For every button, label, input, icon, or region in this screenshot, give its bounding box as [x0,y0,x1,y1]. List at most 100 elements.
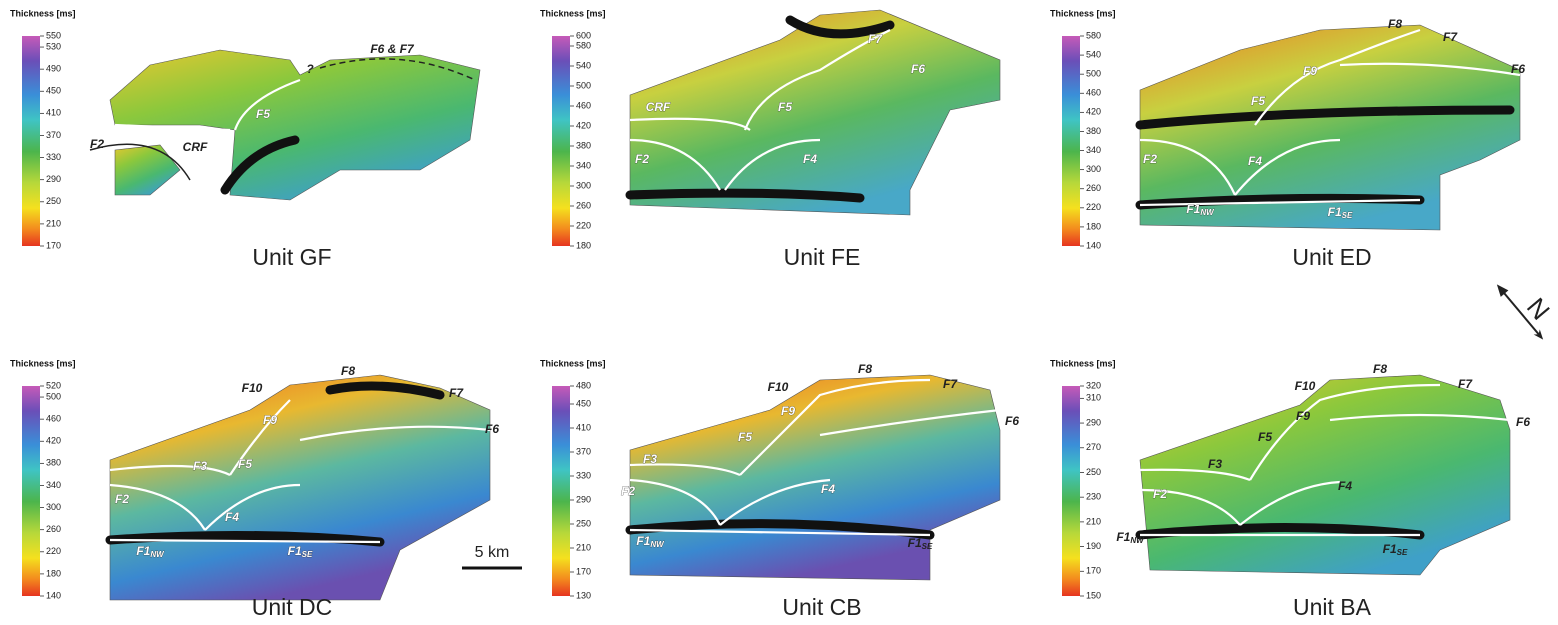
fault-label: F8 [1388,17,1402,31]
colorbar-tick-label: 500 [1086,69,1101,79]
fault-label-text: F5 [238,457,252,471]
colorbar [1062,36,1080,246]
fault-label: F5 [738,430,752,444]
colorbar-tick-label: 580 [1086,30,1101,40]
fault-label-text: F2 [635,152,649,166]
fault-label-text: F6 [911,62,925,76]
fault-label-sub: SE [302,550,313,559]
fault-label-text: F6 [1511,62,1525,76]
fault-label: F5 [256,107,270,121]
colorbar-tick-label: 460 [46,414,61,424]
fault-label: F4 [803,152,817,166]
map-area [630,10,1000,215]
fault-label: F9 [1303,64,1317,78]
fault-label: F2 [1153,487,1167,501]
fault-label: F5 [778,100,792,114]
colorbar-tick-label: 190 [1086,541,1101,551]
colorbar-tick-label: 130 [576,590,591,600]
unit-title: Unit FE [784,244,861,270]
map-area [110,375,490,600]
fault-label-sub: NW [150,550,165,559]
fault-label-text: F9 [1296,409,1310,423]
fault-label-text: F1 [636,534,650,548]
panel: Thickness [ms]55053049045041037033029025… [10,8,480,270]
fault-label-text: F4 [225,510,239,524]
fault-label-text: F5 [778,100,792,114]
fault-label: F4 [225,510,239,524]
colorbar-label: Thickness [ms] [1050,358,1116,368]
fault-label-text: CRF [183,140,208,154]
fault-label: F2 [115,492,129,506]
colorbar-tick-label: 290 [46,174,61,184]
map [630,10,1000,215]
colorbar-tick-label: 370 [46,130,61,140]
fault-label-text: F3 [193,459,207,473]
colorbar-tick-label: 580 [576,40,591,50]
colorbar-tick-label: 170 [576,566,591,576]
fault-label-text: F6 [1005,414,1019,428]
colorbar-tick-label: 330 [576,470,591,480]
fault-label-text: F8 [341,364,355,378]
map [1140,375,1510,575]
fault-label: F10 [1295,379,1316,393]
fault-label: F4 [1248,154,1262,168]
fault-label-text: F7 [943,377,958,391]
colorbar-tick-label: 420 [46,436,61,446]
colorbar-tick-label: 250 [46,196,61,206]
panel: Thickness [ms]48045041037033029025021017… [540,358,1019,620]
fault-label: F3 [193,459,207,473]
north-arrow: N [1493,264,1558,342]
colorbar [22,36,40,246]
colorbar-tick-label: 600 [576,30,591,40]
fault-label: F9 [1296,409,1310,423]
colorbar-tick-label: 140 [1086,240,1101,250]
colorbar-tick-label: 300 [576,180,591,190]
fault-label: F8 [858,362,872,376]
colorbar-tick-label: 170 [46,240,61,250]
panel: Thickness [ms]52050046042038034030026022… [10,358,499,620]
unit-title: Unit BA [1293,594,1372,620]
colorbar-tick-label: 170 [1086,566,1101,576]
fault-label: CRF [183,140,208,154]
fault-label: F9 [781,404,795,418]
fault-label-text: F6 [485,422,499,436]
colorbar-tick-label: 250 [1086,467,1101,477]
fault-label-text: F8 [858,362,872,376]
panel: Thickness [ms]58054050046042038034030026… [1050,8,1525,270]
fault-label: F7 [1443,30,1458,44]
fault-label-sub: NW [1200,208,1215,217]
colorbar-tick-label: 490 [46,64,61,74]
fault-label: F6 [1511,62,1525,76]
colorbar-tick-label: 460 [576,100,591,110]
colorbar-tick-label: 480 [576,380,591,390]
fault-label: F4 [1338,479,1352,493]
map-area [115,145,180,195]
fault-label-text: F4 [821,482,835,496]
colorbar-tick-label: 450 [576,398,591,408]
fault-label-text: F3 [643,452,657,466]
colorbar-tick-label: 230 [1086,492,1101,502]
fault-label-text: F2 [115,492,129,506]
colorbar-tick-label: 380 [576,140,591,150]
unit-title: Unit DC [252,594,333,620]
fault-label: F4 [821,482,835,496]
colorbar [1062,386,1080,596]
fault-label-text: ? [306,62,314,76]
colorbar-tick-label: 340 [576,160,591,170]
fault-label-text: F10 [1295,379,1316,393]
colorbar-tick-label: 540 [576,60,591,70]
colorbar-tick-label: 180 [46,568,61,578]
fault-label-text: F2 [1153,487,1167,501]
fault-label-text: F10 [768,380,789,394]
colorbar-tick-label: 260 [576,200,591,210]
fault-label-text: F7 [449,386,464,400]
fault-label-text: F1 [908,536,922,550]
fault-label: F7 [868,32,883,46]
fault-label: F10 [768,380,789,394]
colorbar-tick-label: 380 [1086,126,1101,136]
map-area [630,375,1000,580]
fault-label: F6 [1516,415,1530,429]
fault-label-text: F4 [1248,154,1262,168]
fault-label-text: F3 [1208,457,1222,471]
map [110,375,490,600]
